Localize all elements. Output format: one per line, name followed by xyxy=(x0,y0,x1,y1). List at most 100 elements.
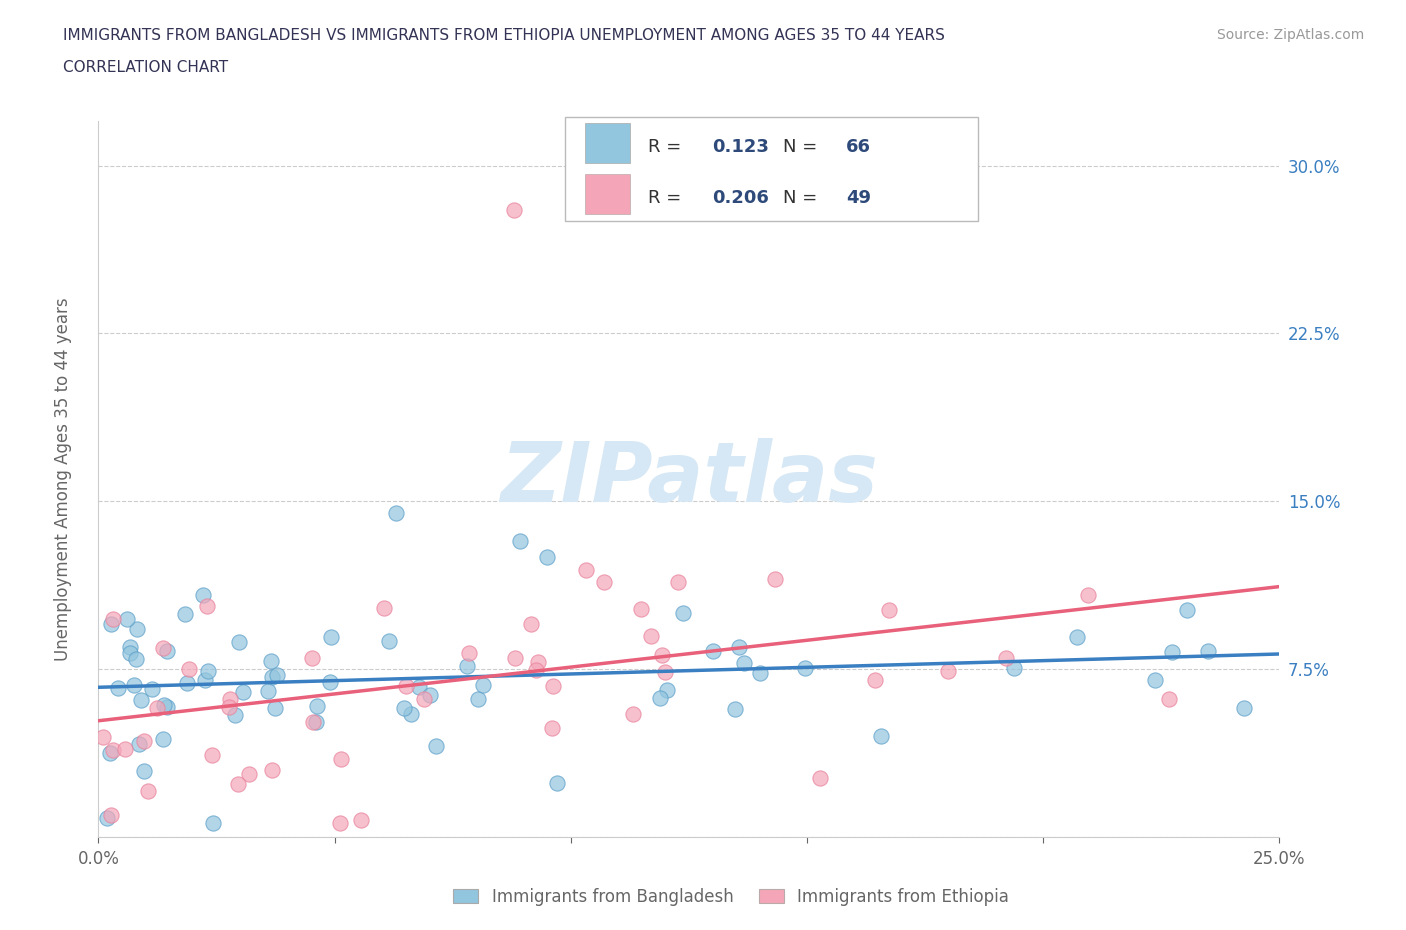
Point xyxy=(350,812,373,827)
Point xyxy=(536,550,558,565)
Point xyxy=(301,651,323,666)
Point xyxy=(1197,644,1219,658)
Point xyxy=(91,729,114,744)
Point xyxy=(1232,701,1254,716)
Legend: Immigrants from Bangladesh, Immigrants from Ethiopia: Immigrants from Bangladesh, Immigrants f… xyxy=(447,881,1015,912)
Point xyxy=(330,751,353,766)
Point xyxy=(257,684,280,698)
Point xyxy=(458,645,481,660)
Point xyxy=(238,766,260,781)
Point xyxy=(194,672,217,687)
Point xyxy=(264,700,287,715)
Point xyxy=(152,732,174,747)
Point xyxy=(319,630,342,644)
Point xyxy=(373,601,395,616)
Point xyxy=(152,641,174,656)
Point xyxy=(408,680,430,695)
Point xyxy=(540,721,562,736)
Point xyxy=(657,683,679,698)
Point xyxy=(260,654,283,669)
Point xyxy=(191,587,214,602)
Y-axis label: Unemployment Among Ages 35 to 44 years: Unemployment Among Ages 35 to 44 years xyxy=(53,298,72,660)
Point xyxy=(793,660,815,675)
Point xyxy=(593,574,616,589)
Point xyxy=(173,606,195,621)
Text: CORRELATION CHART: CORRELATION CHART xyxy=(63,60,228,75)
Point xyxy=(218,699,240,714)
Text: ZIPatlas: ZIPatlas xyxy=(501,438,877,520)
Point xyxy=(702,644,724,658)
Point xyxy=(724,701,747,716)
Point xyxy=(808,770,831,785)
Point xyxy=(98,746,121,761)
Point xyxy=(877,603,900,618)
Point xyxy=(177,662,200,677)
Point xyxy=(122,677,145,692)
Point xyxy=(156,699,179,714)
Point xyxy=(575,562,598,577)
Point xyxy=(527,654,550,669)
Text: 0.123: 0.123 xyxy=(713,138,769,156)
Point xyxy=(114,742,136,757)
Point xyxy=(329,816,352,830)
Point xyxy=(266,668,288,683)
Point xyxy=(100,807,122,822)
Point xyxy=(392,701,415,716)
Point xyxy=(733,656,755,671)
Point xyxy=(228,634,250,649)
Point xyxy=(156,644,179,658)
Point xyxy=(630,602,652,617)
Point xyxy=(651,648,673,663)
Point xyxy=(378,634,401,649)
Point xyxy=(749,665,772,680)
Point xyxy=(125,621,148,636)
Text: R =: R = xyxy=(648,189,686,207)
Point xyxy=(505,651,527,666)
Point xyxy=(524,663,547,678)
FancyBboxPatch shape xyxy=(585,174,630,215)
Point xyxy=(302,714,325,729)
Point xyxy=(201,748,224,763)
Point xyxy=(1161,644,1184,659)
Point xyxy=(1175,603,1198,618)
Point xyxy=(456,658,478,673)
FancyBboxPatch shape xyxy=(565,117,979,221)
Point xyxy=(1144,672,1167,687)
Text: 66: 66 xyxy=(846,138,872,156)
Point xyxy=(176,676,198,691)
Point xyxy=(654,664,676,679)
Point xyxy=(471,678,494,693)
Point xyxy=(399,707,422,722)
Point xyxy=(728,639,751,654)
Point xyxy=(305,698,328,713)
Point xyxy=(1066,630,1088,644)
Point xyxy=(115,612,138,627)
Point xyxy=(621,706,644,721)
Point xyxy=(197,664,219,679)
Point xyxy=(100,617,122,631)
Text: N =: N = xyxy=(783,189,824,207)
Point xyxy=(96,810,118,825)
Text: N =: N = xyxy=(783,138,824,156)
Point xyxy=(395,679,418,694)
Point xyxy=(419,688,441,703)
Point xyxy=(1077,588,1099,603)
Point xyxy=(763,571,786,586)
Point xyxy=(260,763,283,777)
Point xyxy=(1002,661,1025,676)
Point xyxy=(650,690,672,705)
Point xyxy=(385,505,408,520)
Point xyxy=(1157,692,1180,707)
Point xyxy=(146,701,169,716)
Point xyxy=(541,678,564,693)
Point xyxy=(936,663,959,678)
Point xyxy=(132,734,155,749)
Point xyxy=(125,652,148,667)
Point xyxy=(519,617,541,631)
Point xyxy=(467,691,489,706)
Point xyxy=(141,682,163,697)
Point xyxy=(132,764,155,778)
Text: 0.206: 0.206 xyxy=(713,189,769,207)
Point xyxy=(319,674,342,689)
Point xyxy=(107,680,129,695)
